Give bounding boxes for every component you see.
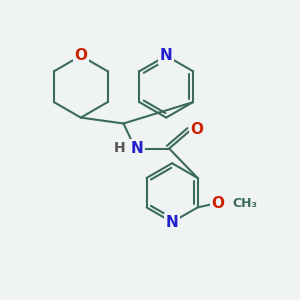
Text: O: O [74,48,87,63]
Text: N: N [166,214,178,230]
Text: O: O [190,122,204,137]
Text: N: N [160,48,172,63]
Text: H: H [114,141,126,155]
Text: CH₃: CH₃ [232,197,257,210]
Text: N: N [130,141,143,156]
Text: O: O [212,196,225,211]
